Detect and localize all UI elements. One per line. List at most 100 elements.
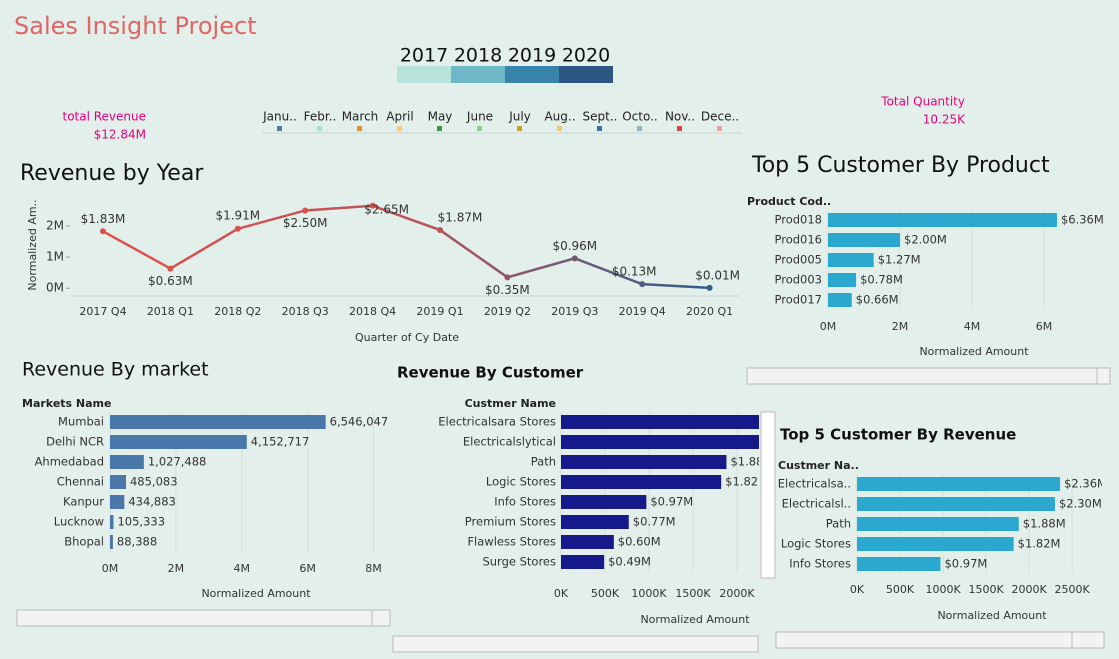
chart-title: Top 5 Customer By Product: [751, 153, 1050, 178]
month-label: Nov..: [665, 110, 695, 124]
value-label: $2.50M: [283, 216, 328, 230]
x-axis-label: Normalized Amount: [640, 613, 750, 626]
value-label: 434,883: [128, 495, 176, 509]
category-label: Surge Stores: [482, 555, 556, 569]
value-label: $2.36M: [1064, 477, 1107, 491]
category-label: Electricalsara Stores: [438, 415, 556, 429]
bar: [561, 555, 605, 569]
chart-title: Revenue By market: [22, 359, 209, 381]
year-swatch: [397, 66, 451, 83]
point: [100, 228, 106, 235]
value-label: $0.66M: [856, 293, 899, 307]
x-tick-label: 2019 Q4: [619, 305, 666, 318]
category-label: Info Stores: [789, 557, 851, 571]
value-label: $1.82M: [725, 475, 768, 489]
x-tick-label: 2017 Q4: [79, 305, 126, 318]
category-label: Path: [826, 517, 851, 531]
chart-title: Revenue by Year: [20, 161, 204, 186]
bar: [561, 415, 759, 429]
month-swatch: [437, 126, 442, 131]
value-label: $1.88M: [730, 455, 773, 469]
x-tick-label: 8M: [365, 562, 382, 575]
value-label: $0.35M: [485, 283, 530, 297]
bar: [857, 537, 1014, 551]
scrollbar-vertical[interactable]: [760, 411, 776, 579]
bar: [857, 517, 1019, 531]
category-label: Logic Stores: [781, 537, 851, 551]
value-label: $2.00M: [904, 233, 947, 247]
chart-title: Revenue By Customer: [397, 364, 584, 382]
value-label: $0.77M: [633, 515, 676, 529]
year-swatch: [559, 66, 613, 83]
bar: [110, 535, 113, 549]
month-label: April: [386, 110, 413, 124]
category-header: Markets Name: [22, 397, 111, 410]
kpi-value: $12.84M: [94, 128, 146, 142]
year-swatch: [451, 66, 505, 83]
scrollbar[interactable]: [746, 367, 1111, 385]
value-label: $0.97M: [650, 495, 693, 509]
x-tick-label: 2500K: [1055, 583, 1091, 596]
bar: [110, 495, 125, 509]
x-tick-label: 2018 Q3: [282, 305, 329, 318]
category-header: Custmer Na..: [778, 459, 859, 472]
value-label: $2.65M: [364, 202, 409, 216]
category-label: Electricalsa..: [778, 477, 851, 491]
category-label: Mumbai: [58, 415, 104, 429]
value-label: $2.30M: [1059, 497, 1102, 511]
bar: [561, 475, 722, 489]
scroll-thumb[interactable]: [1071, 631, 1105, 649]
value-label: $1.27M: [878, 253, 921, 267]
y-tick-label: 2M: [46, 219, 64, 233]
x-tick-label: 500K: [591, 587, 620, 600]
y-tick-label: 1M: [46, 250, 64, 264]
bar: [561, 435, 759, 449]
value-label: $6.36M: [1061, 213, 1104, 227]
year-label: 2019: [508, 45, 556, 67]
month-label: Octo..: [622, 110, 658, 124]
category-label: Logic Stores: [486, 475, 556, 489]
x-tick-label: 4M: [964, 320, 981, 333]
month-swatch: [637, 126, 642, 131]
x-tick-label: 4M: [234, 562, 251, 575]
bar: [561, 535, 614, 549]
month-label: Janu..: [262, 110, 297, 124]
x-tick-label: 0K: [850, 583, 865, 596]
point: [571, 255, 578, 262]
kpi-label: Total Quantity: [880, 95, 965, 109]
value-label: 88,388: [117, 535, 157, 549]
scrollbar[interactable]: [775, 631, 1105, 649]
x-tick-label: 1500K: [675, 587, 711, 600]
x-tick-label: 6M: [299, 562, 316, 575]
bar: [110, 415, 326, 429]
value-label: $1.82M: [1018, 537, 1061, 551]
bar: [828, 233, 900, 247]
x-tick-label: 2018 Q1: [147, 305, 194, 318]
point: [437, 227, 443, 234]
bar: [857, 477, 1061, 491]
point: [706, 284, 713, 291]
x-tick-label: 2019 Q2: [484, 305, 531, 318]
scroll-thumb[interactable]: [371, 609, 391, 627]
kpi-label: total Revenue: [62, 110, 146, 124]
scroll-thumb[interactable]: [1096, 367, 1111, 385]
value-label: $0.01M: [695, 268, 740, 282]
value-label: 1,027,488: [148, 455, 207, 469]
bar: [561, 455, 727, 469]
month-swatch: [357, 126, 362, 131]
month-label: May: [428, 110, 453, 124]
x-tick-label: 2M: [168, 562, 185, 575]
x-tick-label: 2018 Q4: [349, 305, 396, 318]
x-axis-label: Normalized Amount: [201, 587, 311, 600]
bar: [561, 495, 647, 509]
value-label: $0.60M: [618, 535, 661, 549]
scrollbar[interactable]: [16, 609, 391, 627]
month-label: Aug..: [544, 110, 575, 124]
dashboard-title: Sales Insight Project: [14, 12, 257, 40]
x-tick-label: 500K: [886, 583, 915, 596]
scrollbar[interactable]: [392, 635, 759, 653]
x-tick-label: 2019 Q1: [416, 305, 463, 318]
month-swatch: [477, 126, 482, 131]
category-label: Electricalslytical: [463, 435, 556, 449]
point: [639, 281, 646, 288]
